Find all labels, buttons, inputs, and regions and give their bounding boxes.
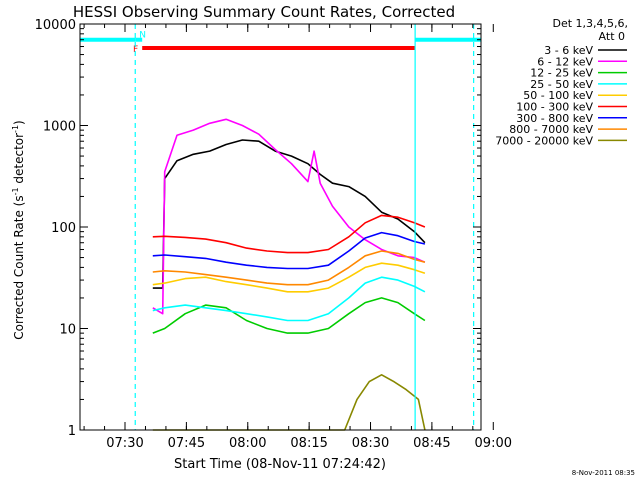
y-tick-label: 100	[51, 221, 76, 236]
observing-flag-bars: NF	[80, 31, 481, 55]
legend-label: 100 - 300 keV	[516, 101, 593, 114]
x-tick-label: 07:30	[106, 436, 143, 451]
y-axis-label-mid: detector	[12, 133, 26, 188]
x-tick-label: 09:00	[475, 436, 512, 451]
y-tick-label: 1000	[43, 120, 76, 135]
y-tick-label: 10000	[35, 18, 76, 33]
timestamp: 8-Nov-2011 08:35	[572, 469, 635, 477]
x-tick-label: 08:00	[229, 436, 266, 451]
series-layer	[152, 118, 426, 431]
x-axis-ticks: 07:30 07:45 08:00 08:15 08:30 08:45 09:00	[83, 24, 512, 451]
flag-label: N	[139, 31, 146, 41]
legend-label: 800 - 7000 keV	[509, 123, 593, 136]
y-axis-label-main: Corrected Count Rate (s	[12, 195, 26, 339]
legend-label: 7000 - 20000 keV	[495, 134, 593, 147]
x-axis-label: Start Time (08-Nov-11 07:24:42)	[174, 457, 386, 472]
legend-label: 6 - 12 keV	[537, 55, 593, 68]
x-tick-label: 07:45	[168, 436, 205, 451]
y-tick-label: 1	[68, 424, 76, 439]
x-tick-label: 08:30	[352, 436, 389, 451]
legend-header-line1: Det 1,3,4,5,6,	[552, 17, 628, 30]
series-line-6	[152, 231, 426, 270]
series-line-1	[152, 118, 426, 315]
flag-label: F	[133, 45, 138, 55]
y-axis-ticks: 1 10 100 1000 10000	[35, 18, 481, 439]
legend-label: 25 - 50 keV	[530, 78, 593, 91]
legend-label: 50 - 100 keV	[523, 89, 593, 102]
series-line-4	[152, 262, 426, 293]
y-axis-label-sup1: -1	[11, 187, 20, 195]
y-axis-label-sup2: -1	[11, 125, 20, 133]
series-line-5	[152, 214, 426, 254]
y-axis-label-end: )	[12, 120, 26, 125]
y-tick-label: 10	[59, 323, 76, 338]
x-tick-label: 08:15	[290, 436, 327, 451]
legend-label: 3 - 6 keV	[544, 44, 593, 57]
series-line-0	[152, 139, 426, 289]
series-line-2	[152, 297, 426, 334]
x-tick-label: 08:45	[413, 436, 450, 451]
legend-header-line2: Att 0	[599, 30, 625, 43]
legend-label: 12 - 25 keV	[530, 67, 593, 80]
chart-title: HESSI Observing Summary Count Rates, Cor…	[73, 3, 455, 21]
legend-label: 300 - 800 keV	[516, 112, 593, 125]
y-axis-label: Corrected Count Rate (s-1 detector-1)	[11, 120, 26, 339]
series-line-3	[152, 276, 426, 322]
series-line-7	[152, 250, 426, 286]
